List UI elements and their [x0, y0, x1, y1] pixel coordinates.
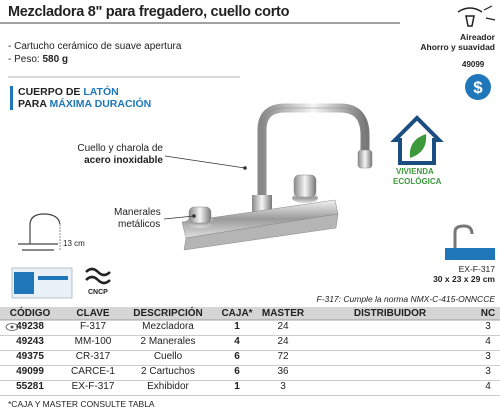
badge-code: 49099 — [462, 60, 485, 69]
table-cell: 1 — [234, 321, 240, 332]
feature-label: - Peso: — [8, 54, 43, 65]
footnote: *CAJA Y MASTER CONSULTE TABLA — [8, 399, 155, 409]
column-header: DESCRIPCIÓN — [133, 308, 203, 319]
column-header: CÓDIGO — [9, 308, 51, 319]
table-cell: 24 — [277, 321, 289, 332]
highlight-accent: MÁXIMA DURACIÓN — [49, 98, 152, 110]
row-divider — [0, 335, 500, 336]
highlight-text: CUERPO DE — [18, 86, 84, 98]
highlight-text: PARA — [18, 98, 50, 110]
feature: - Cartucho cerámico de suave apertura — [8, 41, 182, 52]
table-cell: Cuello — [153, 351, 183, 362]
table-cell: 6 — [234, 351, 240, 362]
table-cell: 72 — [277, 351, 289, 362]
table-cell: CARCE-1 — [71, 366, 115, 377]
row-divider — [0, 350, 500, 351]
table-cell: 6 — [234, 366, 240, 377]
table-cell: Exhibidor — [147, 381, 189, 392]
table-cell: Mezcladora — [142, 321, 194, 332]
table-cell: 4 — [485, 336, 491, 347]
table-cell: 3 — [485, 366, 491, 377]
callout: Cuello y charola de — [77, 143, 163, 154]
display-code: EX-F-317 — [458, 264, 495, 274]
svg-text:$: $ — [473, 78, 483, 97]
table-cell: 49099 — [16, 366, 44, 377]
table-cell: MM-100 — [74, 336, 112, 347]
feature: - Peso: 580 g — [8, 54, 68, 65]
feature-value: 580 g — [42, 54, 69, 65]
highlight: CUERPO DE LATÓN — [18, 86, 119, 98]
table-cell: 49238 — [16, 321, 44, 332]
display-size: 30 x 23 x 29 cm — [433, 274, 495, 284]
callout: Manerales — [114, 207, 161, 218]
table-cell: F-317 — [79, 321, 107, 332]
table-cell: 3 — [485, 351, 491, 362]
column-header: CAJA* — [221, 308, 253, 319]
title: Mezcladora 8" para fregadero, cuello cor… — [8, 4, 290, 20]
table-cell: 2 Manerales — [140, 336, 196, 347]
table-cell: 4 — [485, 381, 491, 392]
table-cell: 3 — [280, 381, 286, 392]
row-divider — [0, 365, 500, 366]
table-cell: 49375 — [16, 351, 44, 362]
eco-label: ECOLÓGICA — [393, 177, 442, 186]
callout: acero inoxidable — [84, 155, 163, 166]
table-cell: CR-317 — [75, 351, 111, 362]
table-cell: 55281 — [16, 381, 44, 392]
table-cell: 3 — [485, 321, 491, 332]
column-header: NC — [480, 308, 496, 319]
column-header: CLAVE — [76, 308, 110, 319]
table-cell: 4 — [234, 336, 240, 347]
badge-text: Ahorro y suavidad — [420, 42, 495, 52]
callout: metálicos — [118, 219, 161, 230]
row-divider — [0, 380, 500, 381]
table-cell: 24 — [277, 336, 289, 347]
norm-note: F-317: Cumple la norma NMX-C-415-ONNCCE — [316, 294, 495, 304]
table-cell: 2 Cartuchos — [141, 366, 195, 377]
dimension: 13 cm — [63, 239, 85, 248]
table-cell: 36 — [277, 366, 289, 377]
highlight: PARA MÁXIMA DURACIÓN — [18, 98, 151, 110]
eco-label: VIVIENDA — [396, 167, 434, 176]
highlight-accent: LATÓN — [83, 86, 119, 98]
table-cell: 49243 — [16, 336, 44, 347]
badge-text: Aireador — [460, 32, 495, 42]
table-cell: 1 — [234, 381, 240, 392]
column-header: DISTRIBUIDOR — [353, 308, 427, 319]
cert-label: CNCP — [88, 289, 108, 296]
column-header: MASTER — [261, 308, 305, 319]
table-cell: EX-F-317 — [71, 381, 115, 392]
row-divider — [0, 395, 500, 396]
